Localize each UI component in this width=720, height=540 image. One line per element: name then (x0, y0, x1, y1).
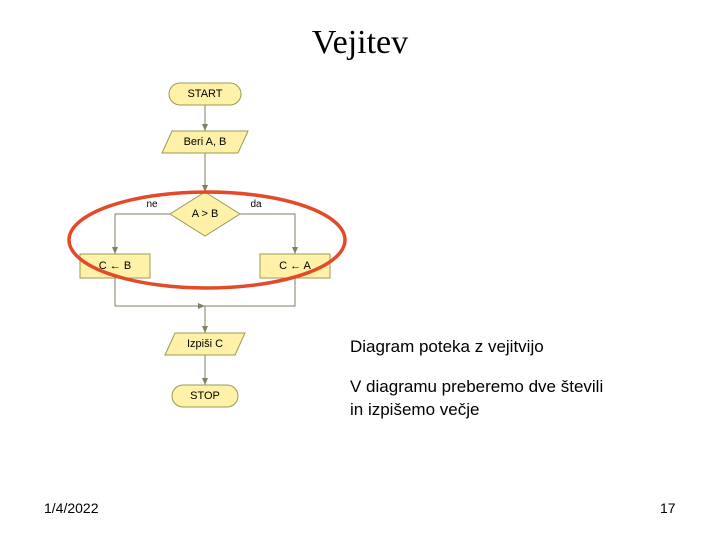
flow-node-stop: STOP (172, 385, 238, 407)
svg-text:STOP: STOP (190, 390, 220, 402)
flow-node-dec: A > B (170, 192, 240, 236)
svg-text:Izpiši C: Izpiši C (187, 338, 223, 350)
svg-text:Beri A, B: Beri A, B (184, 136, 227, 148)
footer-date: 1/4/2022 (44, 500, 99, 516)
svg-text:A > B: A > B (192, 208, 219, 220)
page-title: Vejitev (0, 24, 720, 62)
flow-edge (115, 278, 205, 306)
svg-text:START: START (187, 88, 222, 100)
flow-edge-label: da (250, 199, 262, 210)
flow-node-print: Izpiši C (165, 333, 245, 355)
flowchart-svg: nedaSTARTBeri A, BA > BC ← BC ← AIzpiši … (60, 76, 350, 436)
caption-2-l1: V diagramu preberemo dve števili (350, 377, 603, 396)
flow-edge-label: ne (146, 199, 158, 210)
caption-2-l2: in izpišemo večje (350, 400, 479, 419)
footer-page-number: 17 (660, 500, 676, 516)
flow-node-start: START (169, 83, 241, 105)
caption-line-1: Diagram poteka z vejitvijo (350, 336, 544, 359)
flow-node-read: Beri A, B (162, 131, 248, 153)
svg-text:C ← A: C ← A (279, 260, 311, 272)
flowchart: nedaSTARTBeri A, BA > BC ← BC ← AIzpiši … (60, 76, 350, 436)
caption-block-2: V diagramu preberemo dve števili in izpi… (350, 376, 603, 422)
flow-edge (240, 214, 295, 254)
flow-edge (115, 214, 170, 254)
